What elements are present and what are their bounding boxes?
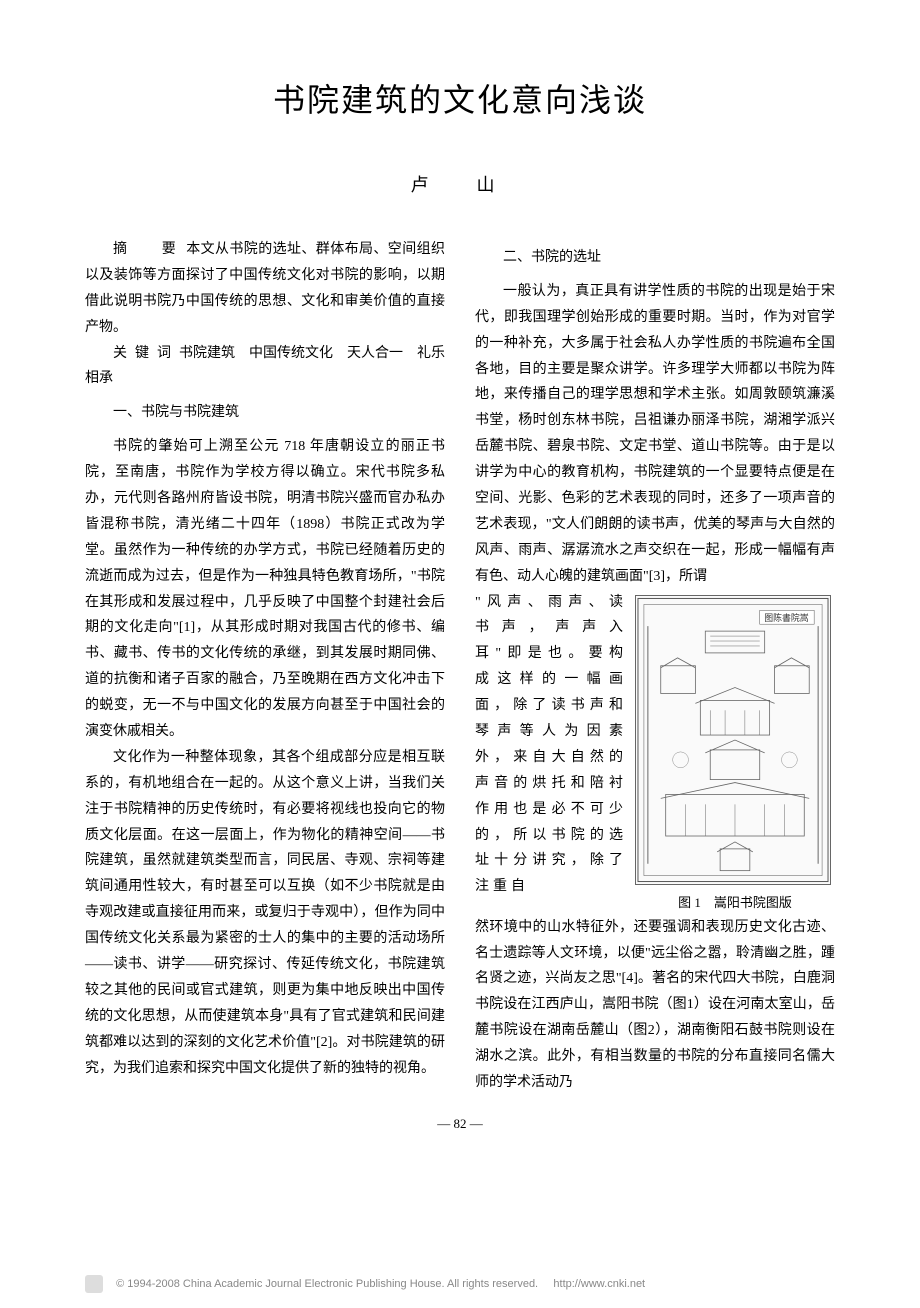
section-1-heading: 一、书院与书院建筑 bbox=[85, 400, 445, 426]
footer-url: http://www.cnki.net bbox=[553, 1278, 645, 1290]
figure-1: 图陈書院嵩 bbox=[635, 595, 835, 915]
page-content: 书院建筑的文化意向浅谈 卢 山 摘 要本文从书院的选址、群体布局、空间组织以及装… bbox=[0, 0, 920, 1182]
two-column-layout: 摘 要本文从书院的选址、群体布局、空间组织以及装饰等方面探讨了中国传统文化对书院… bbox=[85, 237, 835, 1096]
figure-inset-label: 图陈書院嵩 bbox=[764, 612, 809, 623]
author-name: 卢 山 bbox=[85, 171, 835, 197]
page-number: — 82 — bbox=[85, 1116, 835, 1132]
abstract-block: 摘 要本文从书院的选址、群体布局、空间组织以及装饰等方面探讨了中国传统文化对书院… bbox=[85, 237, 445, 341]
right-column: 二、书院的选址 一般认为，真正具有讲学性质的书院的出现是始于宋代，即我国理学创始… bbox=[475, 237, 835, 1096]
section-1-para-2: 文化作为一种整体现象，其各个组成部分应是相互联系的，有机地组合在一起的。从这个意… bbox=[85, 745, 445, 1082]
figure-1-image: 图陈書院嵩 bbox=[635, 595, 831, 885]
left-column: 摘 要本文从书院的选址、群体布局、空间组织以及装饰等方面探讨了中国传统文化对书院… bbox=[85, 237, 445, 1096]
section-1-para-1: 书院的肇始可上溯至公元 718 年唐朝设立的丽正书院，至南唐，书院作为学校方得以… bbox=[85, 434, 445, 745]
footer-copyright: © 1994-2008 China Academic Journal Elect… bbox=[116, 1278, 538, 1290]
abstract-label: 摘 要 bbox=[113, 242, 186, 257]
figure-wrap-block: 图陈書院嵩 bbox=[475, 590, 835, 901]
paper-title: 书院建筑的文化意向浅谈 bbox=[85, 75, 835, 121]
section-2-heading: 二、书院的选址 bbox=[475, 245, 835, 271]
section-2-para-1: 一般认为，真正具有讲学性质的书院的出现是始于宋代，即我国理学创始形成的重要时期。… bbox=[475, 279, 835, 590]
keywords-block: 关键词书院建筑 中国传统文化 天人合一 礼乐相承 bbox=[85, 341, 445, 393]
section-2-para-3: 然环境中的山水特征外，还要强调和表现历史文化古迹、名士遗踪等人文环境，以便"远尘… bbox=[475, 915, 835, 1096]
keywords-label: 关键词 bbox=[113, 346, 179, 361]
footer-logo-icon bbox=[85, 1275, 103, 1293]
footer: © 1994-2008 China Academic Journal Elect… bbox=[85, 1275, 835, 1293]
figure-1-caption: 图 1 嵩阳书院图版 bbox=[635, 891, 835, 915]
